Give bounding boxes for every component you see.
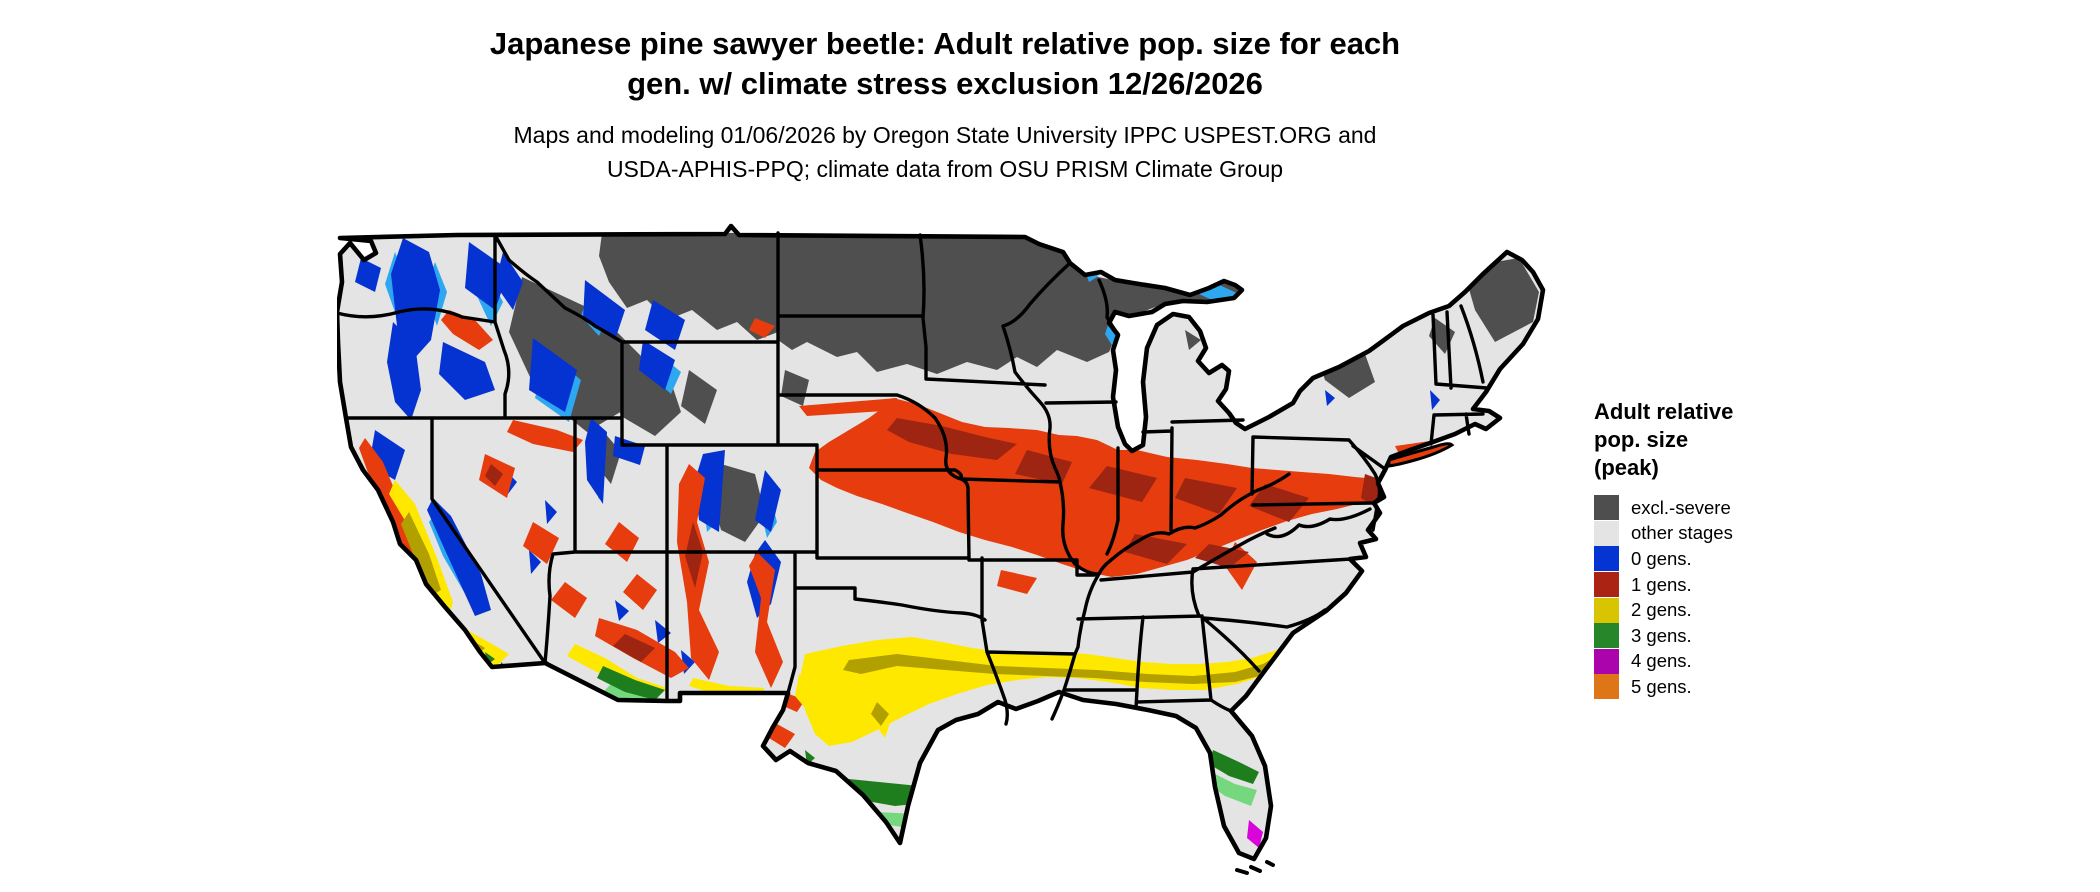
- legend-title-line1: Adult relative: [1594, 399, 1734, 424]
- legend-label-3: 1 gens.: [1631, 573, 1692, 595]
- map-title: Japanese pine sawyer beetle: Adult relat…: [150, 24, 1740, 104]
- legend-swatch-1: [1594, 520, 1619, 546]
- legend-title-line2: pop. size: [1594, 427, 1689, 452]
- legend-label-5: 3 gens.: [1631, 624, 1692, 646]
- legend-item-2: 0 gens.: [1594, 546, 1824, 572]
- gen1-dark-regions: [485, 418, 1387, 662]
- map-title-line2: gen. w/ climate stress exclusion 12/26/2…: [627, 66, 1263, 101]
- long-island: [1387, 442, 1455, 468]
- legend-item-4: 2 gens.: [1594, 597, 1824, 623]
- map-subtitle-line1: Maps and modeling 01/06/2026 by Oregon S…: [513, 122, 1377, 148]
- legend-swatch-6: [1594, 648, 1619, 674]
- conus-outline: [337, 223, 1546, 862]
- legend-label-1: other stages: [1631, 522, 1733, 544]
- legend-swatch-3: [1594, 572, 1619, 598]
- legend-item-0: excl.-severe: [1594, 495, 1824, 521]
- legend-item-3: 1 gens.: [1594, 572, 1824, 598]
- legend-item-5: 3 gens.: [1594, 623, 1824, 649]
- legend-label-2: 0 gens.: [1631, 547, 1692, 569]
- legend-title: Adult relative pop. size (peak): [1594, 398, 1824, 482]
- legend-label-7: 5 gens.: [1631, 675, 1692, 697]
- legend-label-6: 4 gens.: [1631, 650, 1692, 672]
- legend-swatch-2: [1594, 546, 1619, 572]
- map-subtitle: Maps and modeling 01/06/2026 by Oregon S…: [150, 118, 1740, 186]
- florida-keys: [1235, 860, 1275, 875]
- legend-swatch-4: [1594, 597, 1619, 623]
- legend-item-7: 5 gens.: [1594, 674, 1824, 700]
- legend-item-6: 4 gens.: [1594, 648, 1824, 675]
- legend-swatch-0: [1594, 495, 1619, 521]
- legend-items: excl.-severe other stages 0 gens. 1 gens. 2 …: [1594, 495, 1824, 700]
- map-subtitle-line2: USDA-APHIS-PPQ; climate data from OSU PR…: [606, 156, 1284, 182]
- legend-swatch-5: [1594, 623, 1619, 649]
- legend-swatch-7: [1594, 674, 1619, 700]
- map-svg: [337, 223, 1546, 875]
- legend-item-1: other stages: [1594, 520, 1824, 547]
- map-legend: Adult relative pop. size (peak) excl.-se…: [1594, 398, 1824, 700]
- state-borders: [337, 231, 1489, 726]
- map-title-line1: Japanese pine sawyer beetle: Adult relat…: [489, 26, 1401, 61]
- gen0-regions: [355, 238, 1440, 674]
- legend-title-line3: (peak): [1594, 455, 1659, 480]
- legend-label-0: excl.-severe: [1631, 496, 1731, 518]
- legend-label-4: 2 gens.: [1631, 599, 1692, 621]
- us-choropleth-map: [337, 222, 1558, 884]
